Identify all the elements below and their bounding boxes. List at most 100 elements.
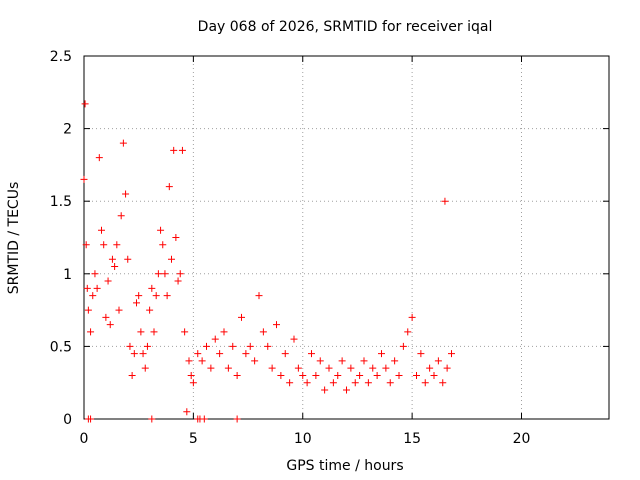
- data-point: [373, 371, 381, 379]
- data-point: [159, 241, 167, 249]
- data-point: [224, 364, 232, 372]
- data-point: [233, 415, 241, 423]
- data-point: [264, 342, 272, 350]
- data-point: [187, 371, 195, 379]
- x-tick-labels: 0 5 10 15 20: [80, 431, 531, 447]
- data-point: [161, 270, 169, 278]
- data-point: [122, 190, 130, 198]
- data-point: [220, 328, 228, 336]
- data-point: [242, 350, 250, 358]
- data-point: [290, 335, 298, 343]
- data-point: [91, 270, 99, 278]
- data-point: [198, 357, 206, 365]
- data-point: [146, 306, 154, 314]
- data-point: [89, 292, 97, 300]
- data-point: [143, 342, 151, 350]
- data-point: [87, 415, 95, 423]
- data-point: [251, 357, 259, 365]
- data-point: [259, 328, 267, 336]
- data-point: [343, 386, 350, 394]
- data-point: [417, 350, 425, 358]
- data-point: [100, 241, 108, 249]
- data-point: [152, 292, 160, 300]
- data-point: [216, 350, 224, 358]
- data-point: [185, 357, 193, 365]
- data-point: [281, 350, 289, 358]
- data-point: [426, 364, 434, 372]
- x-tick-label: 20: [513, 431, 531, 447]
- data-point: [154, 270, 162, 278]
- data-point: [351, 379, 359, 387]
- data-point: [364, 379, 372, 387]
- data-point: [399, 342, 407, 350]
- data-point: [408, 313, 416, 321]
- data-point: [325, 364, 333, 372]
- data-point: [378, 350, 385, 358]
- data-point: [347, 364, 355, 372]
- data-point: [124, 255, 132, 263]
- data-point: [93, 284, 101, 292]
- data-point: [299, 371, 307, 379]
- data-point: [334, 371, 342, 379]
- data-point: [395, 371, 403, 379]
- x-axis-label: GPS time / hours: [286, 458, 403, 474]
- data-point: [268, 364, 276, 372]
- data-point: [183, 408, 191, 416]
- data-point: [338, 357, 346, 365]
- data-point: [80, 175, 88, 183]
- data-point: [135, 292, 143, 300]
- y-tick-label: 1.5: [50, 194, 72, 210]
- chart-title: Day 068 of 2026, SRMTID for receiver iqa…: [198, 19, 493, 35]
- data-point: [434, 357, 442, 365]
- data-point: [117, 212, 125, 220]
- data-point: [238, 313, 245, 321]
- data-point: [382, 364, 390, 372]
- x-tick-label: 5: [189, 431, 198, 447]
- data-point: [163, 292, 171, 300]
- data-point: [148, 284, 156, 292]
- x-tick-label: 0: [80, 431, 89, 447]
- data-point: [174, 277, 182, 285]
- data-point: [356, 371, 364, 379]
- data-point: [81, 100, 89, 108]
- data-points: [80, 100, 455, 423]
- data-point: [439, 379, 447, 387]
- data-point: [157, 226, 165, 234]
- data-point: [386, 379, 394, 387]
- data-point: [104, 277, 112, 285]
- data-point: [83, 284, 91, 292]
- data-point: [308, 350, 315, 358]
- x-tick-label: 15: [403, 431, 421, 447]
- data-point: [130, 350, 138, 358]
- data-point: [207, 364, 215, 372]
- data-point: [133, 299, 140, 307]
- data-point: [294, 364, 302, 372]
- data-point: [203, 342, 210, 350]
- grid-lines: [84, 56, 609, 419]
- data-point: [404, 328, 412, 336]
- y-tick-label: 0: [63, 412, 72, 428]
- data-point: [95, 154, 103, 162]
- data-point: [329, 379, 337, 387]
- data-point: [421, 379, 429, 387]
- data-point: [98, 226, 105, 234]
- x-tick-label: 10: [294, 431, 312, 447]
- data-point: [128, 371, 136, 379]
- data-point: [430, 371, 438, 379]
- data-point: [391, 357, 399, 365]
- y-axis-label: SRMTID / TECUs: [6, 182, 22, 295]
- data-point: [181, 328, 189, 336]
- data-point: [316, 357, 324, 365]
- data-point: [168, 255, 175, 263]
- axis-ticks: [83, 55, 609, 420]
- data-point: [108, 255, 116, 263]
- y-tick-label: 0.5: [50, 339, 72, 355]
- y-tick-label: 2.5: [50, 49, 72, 65]
- data-point: [369, 364, 377, 372]
- data-point: [176, 270, 184, 278]
- data-point: [303, 379, 311, 387]
- data-point: [141, 364, 149, 372]
- data-point: [113, 241, 121, 249]
- data-point: [102, 313, 110, 321]
